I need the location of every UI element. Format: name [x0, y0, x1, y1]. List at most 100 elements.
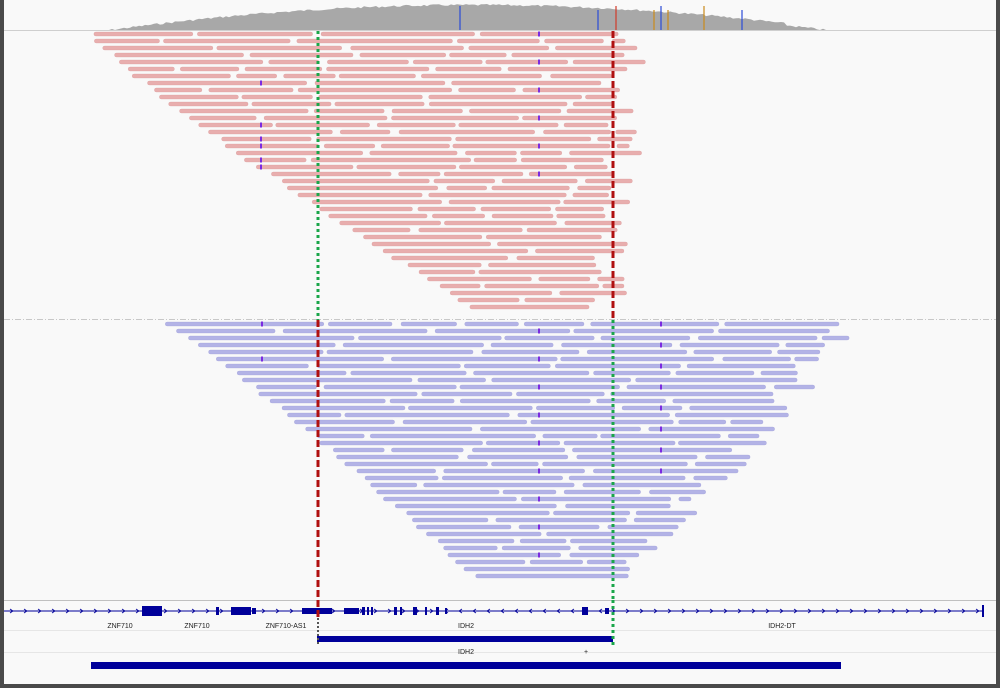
read	[481, 349, 580, 355]
read	[576, 454, 698, 460]
strand-arrow	[107, 608, 112, 614]
feature-label-idh2[interactable]: IDH2	[458, 649, 474, 656]
read	[463, 566, 630, 572]
read	[566, 108, 634, 114]
read	[455, 559, 526, 565]
read	[484, 283, 600, 289]
read	[542, 461, 688, 467]
alignment-track[interactable]	[4, 31, 996, 600]
read	[679, 342, 780, 348]
read	[216, 45, 342, 51]
read	[694, 461, 747, 467]
gene-label-idh2[interactable]: IDH2	[458, 623, 474, 630]
read	[491, 213, 554, 219]
strand-arrow	[793, 608, 798, 614]
gene-label-znf710-b[interactable]: ZNF710	[184, 623, 210, 630]
strand-arrow	[219, 608, 224, 614]
read	[244, 157, 307, 163]
read	[774, 384, 815, 390]
read	[429, 101, 568, 107]
read	[459, 398, 591, 404]
gene-end-cap	[982, 605, 984, 617]
read	[517, 412, 670, 418]
read	[491, 377, 632, 383]
gene-label-znf710-as1[interactable]: ZNF710-AS1	[265, 623, 307, 630]
strand-arrow	[261, 608, 266, 614]
read	[402, 419, 528, 425]
read	[501, 178, 578, 184]
read	[350, 370, 467, 376]
read	[569, 150, 642, 156]
read	[610, 391, 774, 397]
read	[485, 59, 569, 65]
read	[242, 377, 413, 383]
strand-arrow	[191, 608, 196, 614]
read	[760, 370, 798, 376]
exon	[436, 607, 439, 615]
read	[672, 398, 775, 404]
read	[339, 129, 391, 135]
read	[344, 461, 488, 467]
read	[408, 405, 533, 411]
read	[352, 227, 411, 233]
read	[511, 52, 625, 58]
insertion-mark	[260, 157, 262, 163]
read	[369, 433, 536, 439]
strand-arrow	[135, 608, 140, 614]
strand-arrow	[891, 608, 896, 614]
strand-arrow	[9, 608, 14, 614]
read	[189, 115, 257, 121]
insertion-mark	[261, 321, 263, 327]
region-feature-bar	[91, 662, 841, 669]
read	[447, 552, 561, 558]
insertion-mark	[538, 59, 540, 65]
insertion-mark	[660, 363, 662, 369]
exon	[413, 607, 417, 615]
strand-arrow	[849, 608, 854, 614]
read	[600, 335, 691, 341]
read	[236, 370, 347, 376]
read	[244, 66, 323, 72]
read	[522, 115, 617, 121]
read	[317, 363, 461, 369]
read	[443, 545, 498, 551]
insertion-mark	[538, 524, 540, 530]
coverage-track[interactable]	[4, 0, 996, 31]
read	[319, 206, 413, 212]
read	[271, 171, 392, 177]
exon	[582, 607, 588, 615]
insertion-mark	[538, 440, 540, 446]
strand-arrow	[556, 608, 561, 614]
read	[418, 227, 523, 233]
read	[530, 419, 674, 425]
read	[698, 335, 818, 341]
insertion-mark	[538, 31, 540, 37]
read	[563, 122, 609, 128]
coverage-profile	[94, 4, 834, 30]
read	[428, 192, 567, 198]
read	[423, 482, 575, 488]
read	[520, 157, 604, 163]
read	[785, 342, 825, 348]
read	[342, 342, 484, 348]
gene-label-znf710-a[interactable]: ZNF710	[107, 623, 133, 630]
read	[398, 129, 535, 135]
read	[570, 538, 648, 544]
gene-label-idh2-dt[interactable]: IDH2-DT	[768, 623, 796, 630]
read	[317, 433, 365, 439]
read	[519, 538, 567, 544]
read	[398, 171, 441, 177]
strand-arrow	[373, 608, 378, 614]
read	[391, 255, 509, 261]
read	[491, 461, 539, 467]
read	[281, 405, 406, 411]
strand-arrow	[205, 608, 210, 614]
read	[305, 426, 473, 432]
read	[593, 468, 739, 474]
read	[198, 122, 273, 128]
exon	[216, 607, 219, 615]
gene-annotation-track[interactable]: ZNF710 ZNF710 ZNF710-AS1 IDH2 IDH2-DT ID…	[4, 600, 996, 684]
read	[294, 419, 395, 425]
read	[297, 192, 423, 198]
read	[464, 321, 519, 327]
